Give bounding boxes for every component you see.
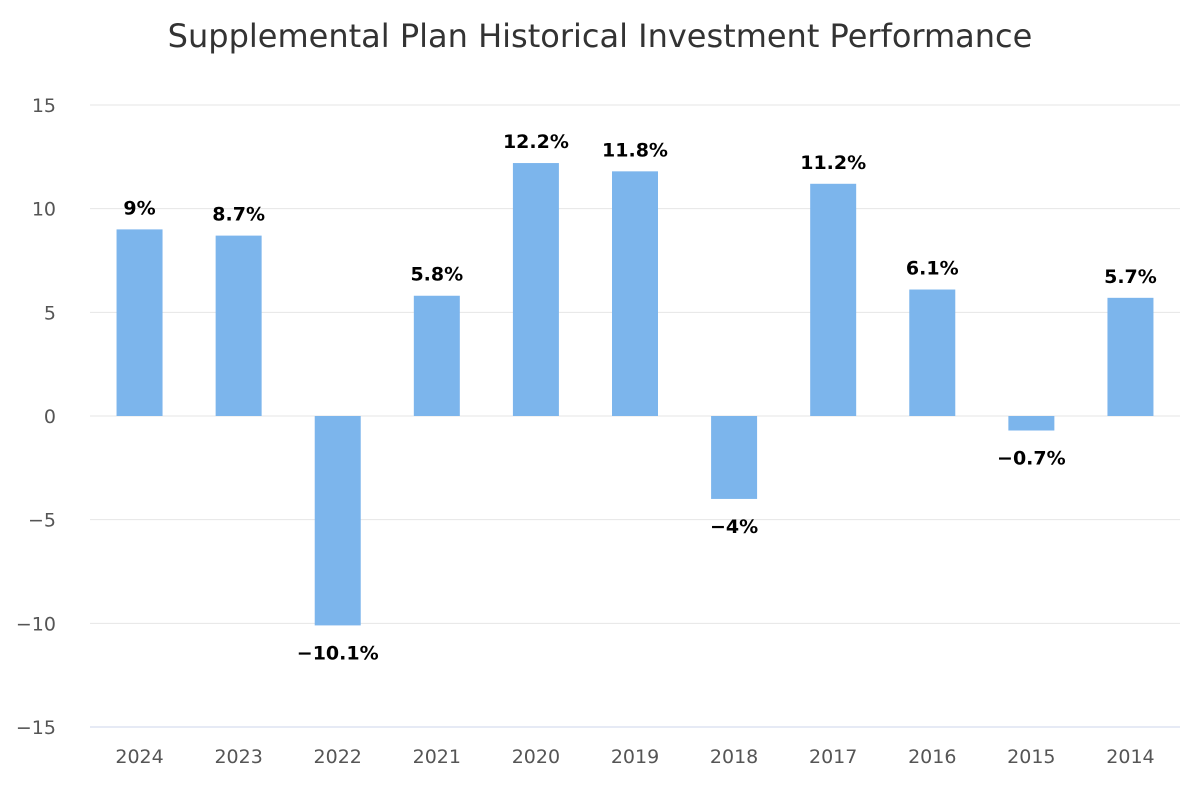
- data-label-2021: 5.8%: [410, 264, 463, 286]
- bar-2018[interactable]: [711, 416, 758, 499]
- bar-2020[interactable]: [512, 163, 559, 416]
- bars[interactable]: [116, 163, 1154, 626]
- y-tick-label: −10: [16, 613, 56, 635]
- data-label-2022: −10.1%: [297, 642, 379, 664]
- x-tick-label-2022: 2022: [314, 746, 362, 768]
- x-tick-label-2019: 2019: [611, 746, 659, 768]
- bar-2017[interactable]: [810, 183, 857, 416]
- x-axis-ticks: 2024 2023 2022 2021 2020 2019 2018 2017 2016 2015…: [115, 746, 1154, 768]
- bar-2016[interactable]: [909, 289, 956, 416]
- data-label-2018: −4%: [710, 516, 758, 538]
- x-tick-label-2020: 2020: [512, 746, 560, 768]
- bar-2014[interactable]: [1107, 297, 1154, 416]
- chart-title: Supplemental Plan Historical Investment …: [168, 17, 1033, 55]
- bar-2015[interactable]: [1008, 416, 1055, 431]
- y-tick-label: 10: [32, 199, 56, 221]
- bar-2023[interactable]: [215, 235, 262, 416]
- data-label-2015: −0.7%: [997, 448, 1066, 470]
- bar-2022[interactable]: [314, 416, 361, 626]
- x-tick-label-2023: 2023: [214, 746, 262, 768]
- x-tick-label-2018: 2018: [710, 746, 758, 768]
- x-tick-label-2017: 2017: [809, 746, 857, 768]
- y-tick-label: 5: [44, 302, 56, 324]
- x-tick-label-2016: 2016: [908, 746, 956, 768]
- x-tick-label-2024: 2024: [115, 746, 163, 768]
- x-tick-label-2015: 2015: [1007, 746, 1055, 768]
- data-label-2017: 11.2%: [800, 152, 866, 174]
- data-labels: 9% 8.7% −10.1% 5.8% 12.2% 11.8% −4% 11.2% 6.1% −0…: [123, 131, 1156, 664]
- data-label-2024: 9%: [123, 197, 155, 219]
- y-tick-label: 15: [32, 95, 56, 117]
- data-label-2020: 12.2%: [503, 131, 569, 153]
- data-label-2016: 6.1%: [906, 258, 959, 280]
- data-label-2014: 5.7%: [1104, 266, 1157, 288]
- bar-2024[interactable]: [116, 229, 163, 416]
- y-axis-ticks: 15 10 5 0 −5 −10 −15: [16, 95, 56, 739]
- x-tick-label-2021: 2021: [413, 746, 461, 768]
- data-label-2023: 8.7%: [212, 204, 265, 226]
- y-tick-label: −15: [16, 717, 56, 739]
- bar-2021[interactable]: [413, 295, 460, 416]
- x-tick-label-2014: 2014: [1106, 746, 1154, 768]
- y-tick-label: 0: [44, 406, 56, 428]
- y-tick-label: −5: [28, 510, 56, 532]
- data-label-2019: 11.8%: [602, 139, 668, 161]
- bar-2019[interactable]: [612, 171, 658, 416]
